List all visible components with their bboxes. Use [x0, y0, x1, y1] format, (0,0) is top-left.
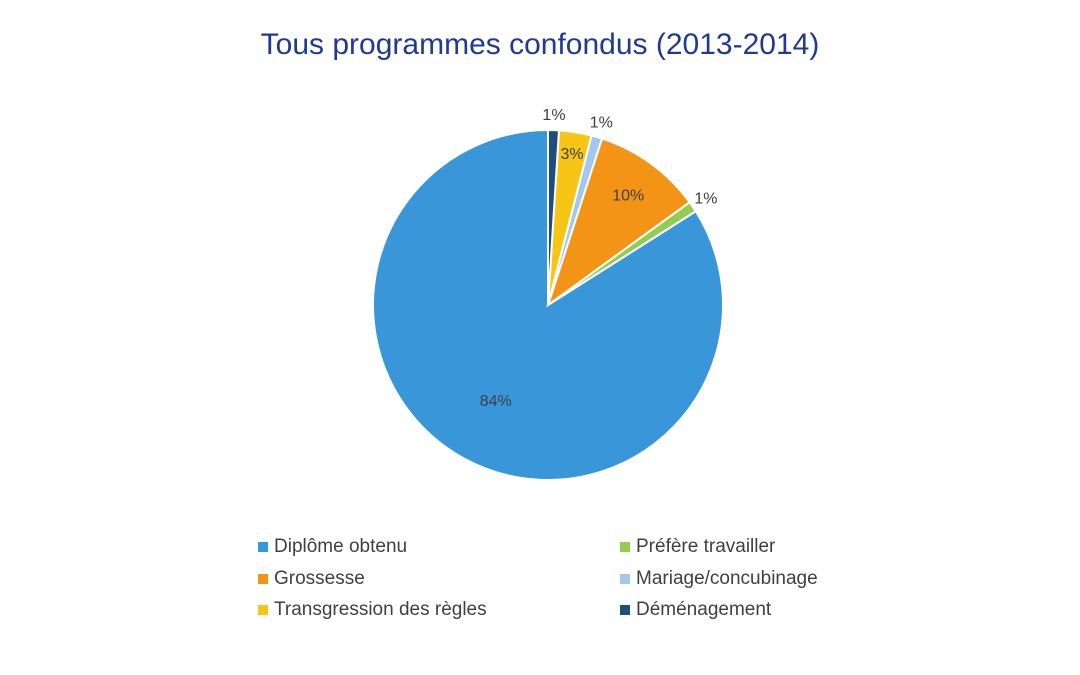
data-label-1: 1%	[694, 191, 717, 208]
legend-label: Mariage/concubinage	[636, 568, 818, 589]
legend-label: Transgression des règles	[274, 599, 487, 620]
legend-item-grossesse: Grossesse	[258, 568, 365, 590]
legend-swatch	[620, 542, 630, 552]
data-label-2: 10%	[612, 188, 644, 205]
legend-swatch	[620, 605, 630, 615]
legend-swatch	[258, 542, 268, 552]
pie-slice-2	[546, 137, 691, 308]
legend-label: Grossesse	[274, 568, 365, 589]
legend-item-mariage: Mariage/concubinage	[620, 568, 818, 590]
data-label-0: 84%	[480, 393, 512, 410]
legend-swatch	[258, 605, 268, 615]
chart-title: Tous programmes confondus (2013-2014)	[260, 28, 820, 61]
legend-swatch	[620, 574, 630, 584]
data-label-3: 1%	[590, 115, 613, 132]
data-label-5: 1%	[542, 107, 565, 124]
legend-label: Diplôme obtenu	[274, 536, 408, 557]
legend-item-transgression: Transgression des règles	[258, 599, 487, 621]
legend-item-diplome: Diplôme obtenu	[258, 536, 407, 558]
data-label-4: 3%	[561, 146, 584, 163]
pie-slice-5	[547, 128, 561, 306]
legend-item-prefere-travailler: Préfère travailler	[620, 536, 775, 558]
legend-swatch	[258, 574, 268, 584]
legend-label: Déménagement	[636, 599, 772, 620]
legend-item-demenagement: Déménagement	[620, 599, 771, 621]
legend-label: Préfère travailler	[636, 536, 776, 557]
